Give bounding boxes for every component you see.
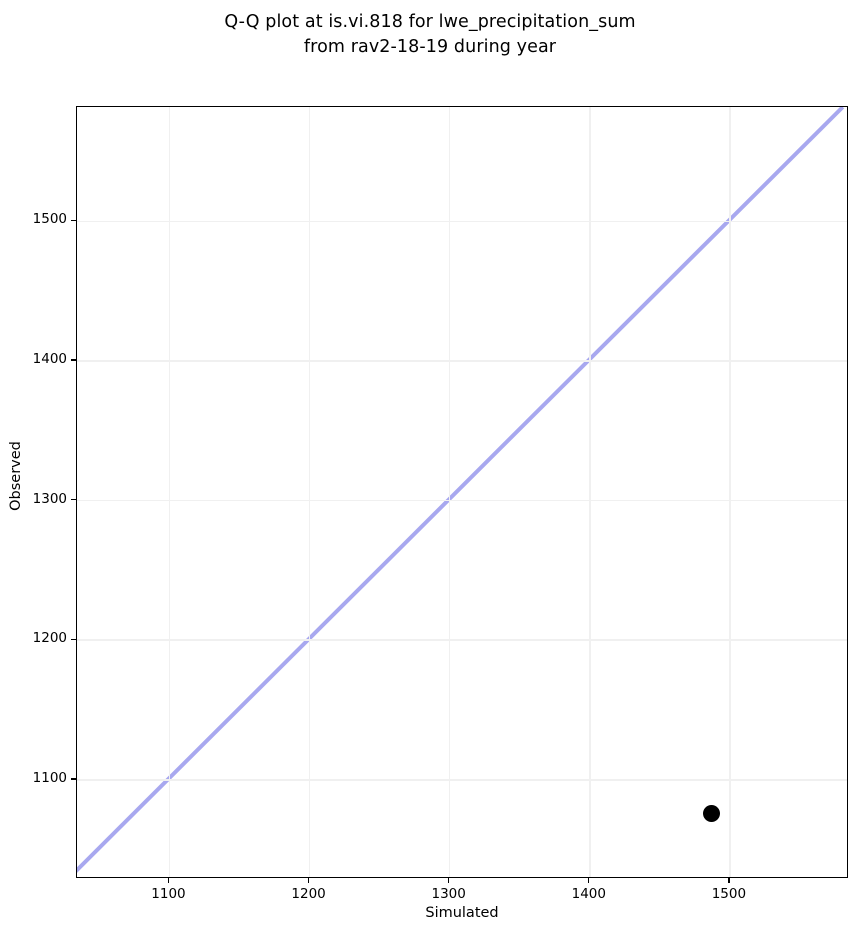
gridline-vertical: [308, 107, 311, 877]
gridline-vertical: [588, 107, 591, 877]
gridline-horizontal: [77, 220, 847, 223]
x-tick-label: 1200: [291, 886, 326, 902]
one-to-one-line: [77, 107, 845, 873]
x-tick-mark: [728, 878, 730, 883]
y-tick-mark: [71, 638, 76, 640]
gridline-horizontal: [77, 639, 847, 642]
x-tick-label: 1500: [711, 886, 747, 902]
gridline-vertical: [168, 107, 171, 877]
y-tick-mark: [71, 359, 76, 361]
chart-title: Q-Q plot at is.vi.818 for lwe_precipitat…: [224, 12, 636, 57]
y-tick-label: 1400: [32, 351, 67, 368]
x-axis-label: Simulated: [425, 905, 499, 921]
gridline-vertical: [448, 107, 451, 877]
y-tick-label: 1500: [32, 211, 67, 228]
x-tick-mark: [307, 878, 310, 883]
gridline-horizontal: [77, 360, 847, 362]
x-tick-label: 1100: [151, 886, 186, 902]
x-tick-mark: [167, 878, 170, 883]
y-tick-label: 1300: [32, 490, 67, 507]
gridline-horizontal: [77, 779, 847, 781]
gridline-horizontal: [77, 499, 847, 502]
y-tick-labels: 1100 1200 1300 1400 1500: [0, 0, 67, 934]
y-tick-mark: [71, 219, 76, 222]
gridline-vertical: [729, 107, 731, 877]
x-tick-label: 1300: [431, 886, 466, 902]
y-tick-mark: [71, 499, 76, 501]
plot-area[interactable]: [76, 106, 848, 878]
x-tick-label: 1400: [571, 886, 606, 902]
y-tick-mark: [71, 778, 76, 780]
x-tick-mark: [448, 878, 450, 883]
y-axis-label: Observed: [8, 441, 24, 511]
y-tick-label: 1200: [32, 630, 67, 647]
data-point[interactable]: [703, 804, 721, 822]
y-tick-label: 1100: [32, 769, 67, 786]
x-tick-mark: [588, 878, 590, 883]
